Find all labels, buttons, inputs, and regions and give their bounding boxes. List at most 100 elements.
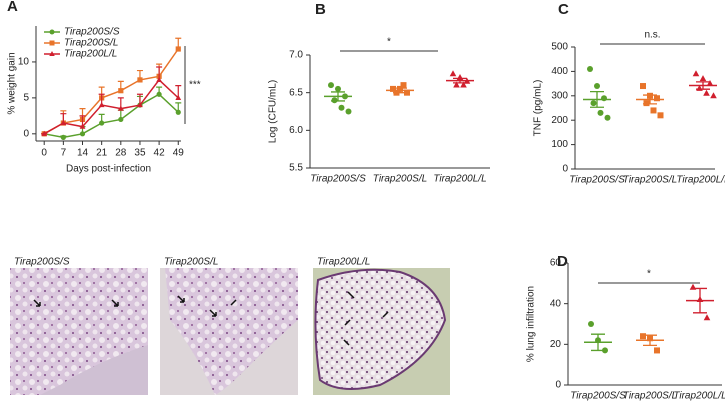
point (118, 88, 124, 94)
annotation: n.s. (644, 30, 660, 41)
x-tick-label: 28 (115, 148, 127, 159)
point (654, 95, 660, 102)
tissue (165, 268, 298, 395)
legend-marker (49, 40, 55, 46)
point (654, 347, 660, 354)
y-tick-label: 0 (555, 380, 561, 391)
x-tick-label: 14 (77, 148, 89, 159)
y-axis-title: Log (CFU/mL) (268, 80, 279, 143)
point (345, 108, 352, 115)
point (703, 89, 710, 96)
point (460, 81, 467, 88)
point (175, 109, 181, 115)
x-tick-label: Tirap200S/L (373, 174, 427, 185)
legend-label: Tirap200S/S (64, 27, 120, 38)
point (79, 123, 86, 129)
x-tick-label: Tirap200S/S (570, 391, 626, 402)
error-bar (331, 91, 345, 102)
x-axis-title: Days post-infection (66, 164, 151, 175)
point (137, 77, 143, 83)
point (41, 130, 48, 136)
point (60, 134, 66, 141)
x-tick-label: 0 (41, 148, 47, 159)
y-tick-label: 300 (551, 90, 568, 101)
x-tick-label: 7 (61, 148, 67, 159)
y-tick-label: 500 (551, 42, 568, 53)
y-tick-label: 10 (18, 57, 30, 68)
y-tick-label: 200 (551, 115, 568, 126)
point (692, 70, 700, 77)
line (43, 48, 179, 135)
micrographs (10, 268, 450, 395)
x-tick-label: Tirap200S/L (623, 391, 677, 402)
point (588, 321, 594, 327)
y-tick-label: 20 (550, 339, 562, 350)
panel-label: D (557, 253, 568, 270)
y-tick-label: 6.5 (289, 87, 303, 98)
point (587, 65, 593, 72)
arrows (33, 291, 389, 346)
point (99, 120, 105, 126)
micrograph-label: Tirap200S/L (164, 257, 218, 268)
point (699, 75, 707, 82)
y-tick-label: 5 (23, 93, 29, 104)
point (650, 107, 657, 114)
y-tick-label: 40 (550, 298, 562, 309)
point (137, 101, 143, 108)
y-tick-label: 0 (562, 164, 568, 175)
error-bar (591, 333, 605, 352)
panel-label: A (7, 0, 18, 15)
annotation: *** (189, 80, 201, 91)
point (328, 82, 334, 89)
point (117, 105, 124, 111)
y-tick-label: 400 (551, 66, 568, 77)
x-tick-label: 49 (173, 148, 185, 159)
point (601, 95, 607, 102)
point (449, 70, 457, 77)
line (44, 93, 179, 139)
error-bar (696, 81, 710, 90)
point (156, 76, 162, 82)
y-axis-title: TNF (pg/mL) (533, 80, 544, 137)
point (175, 46, 181, 52)
legend-label: Tirap200S/L (64, 38, 118, 49)
y-tick-label: 60 (550, 258, 562, 269)
x-tick-label: Tirap200S/S (569, 175, 625, 186)
point (657, 112, 664, 119)
point (597, 109, 604, 116)
error-bar (453, 77, 467, 84)
point (643, 100, 650, 107)
tissue (10, 268, 148, 395)
point (79, 131, 86, 137)
micrograph-label: Tirap200S/S (14, 257, 70, 268)
point (175, 94, 182, 100)
annotation: * (387, 37, 391, 48)
x-tick-label: Tirap200L/L (676, 175, 725, 186)
point (640, 333, 646, 340)
x-tick-label: Tirap200L/L (673, 391, 725, 402)
legend-label: Tirap200L/L (64, 49, 117, 60)
error-bar (393, 87, 407, 94)
point (640, 83, 646, 90)
x-tick-label: Tirap200S/L (623, 175, 677, 186)
line (43, 78, 179, 135)
point (338, 104, 345, 111)
y-tick-label: 0 (23, 128, 29, 139)
micrograph-label: Tirap200L/L (317, 257, 370, 268)
point (706, 80, 714, 86)
point (60, 119, 67, 126)
point (400, 82, 407, 89)
y-axis-title: % lung infiltration (526, 286, 537, 362)
y-tick-label: 7.0 (289, 50, 303, 61)
point (156, 91, 162, 97)
x-tick-label: 42 (154, 148, 166, 159)
point (98, 101, 105, 108)
point (118, 116, 124, 123)
annotation: * (647, 269, 651, 280)
legend-marker (49, 51, 55, 56)
legend-marker (49, 29, 55, 35)
error-bar (643, 94, 657, 105)
x-tick-label: Tirap200S/S (310, 174, 366, 185)
x-tick-label: Tirap200L/L (433, 174, 486, 185)
